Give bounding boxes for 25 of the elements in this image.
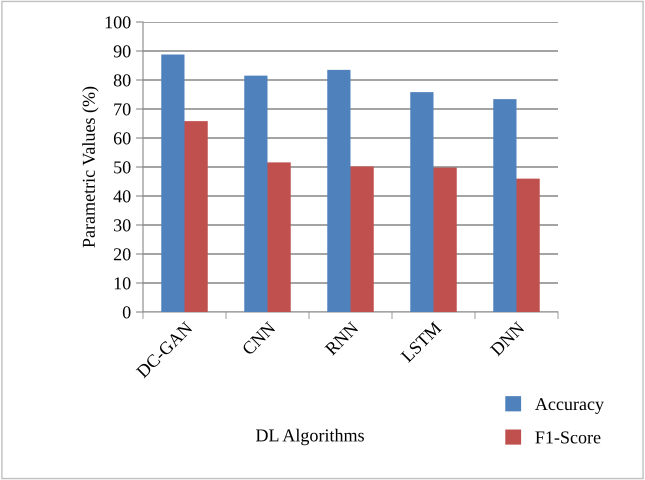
y-tick-label: 20 [114, 248, 131, 260]
y-tick-label: 80 [114, 74, 131, 86]
legend-label: F1-Score [535, 431, 600, 444]
y-axis-title: Parametric Values (%) [82, 86, 99, 248]
bar [410, 92, 434, 312]
y-tick-label: 0 [122, 306, 131, 318]
y-tick-label: 30 [114, 219, 131, 232]
bar [516, 178, 540, 312]
bar [493, 99, 516, 312]
y-tick-label: 70 [114, 103, 131, 116]
bar [244, 76, 268, 312]
y-tick-label: 50 [114, 161, 131, 174]
bar [434, 168, 457, 312]
bar [184, 121, 208, 312]
y-tick-label: 40 [113, 190, 131, 202]
bar [268, 162, 291, 312]
legend-label: Accuracy [535, 398, 604, 414]
y-tick-label: 100 [106, 16, 131, 28]
bar [350, 166, 374, 312]
y-tick-label: 90 [114, 45, 131, 58]
bar [161, 54, 184, 312]
y-tick-label: 60 [114, 132, 131, 144]
x-axis-title: DL Algorithms [256, 428, 364, 446]
bar [327, 70, 350, 312]
y-tick-label: 10 [114, 277, 131, 290]
